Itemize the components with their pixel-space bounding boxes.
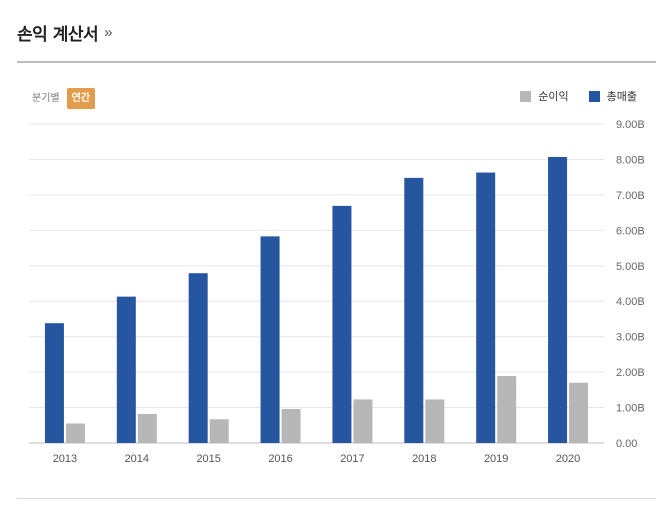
bar-net-income	[137, 413, 157, 443]
bar-revenue	[332, 205, 352, 443]
x-tick-label: 2015	[196, 453, 220, 465]
x-tick-label: 2016	[268, 453, 292, 465]
y-tick-label: 8.00B	[616, 154, 645, 166]
legend-swatch-net-income	[520, 90, 532, 102]
y-tick-label: 2.00B	[616, 367, 645, 379]
bar-revenue	[188, 273, 208, 443]
page-title: 손익 계산서	[17, 24, 99, 45]
legend-item-net-income[interactable]: 순이익	[520, 88, 569, 104]
x-tick-label: 2020	[556, 453, 580, 465]
annual-button[interactable]: 연간	[66, 88, 96, 109]
bar-net-income	[497, 376, 517, 443]
bar-net-income	[425, 399, 445, 443]
bar-net-income	[353, 399, 373, 443]
period-toggle: 분기별 연간	[27, 88, 96, 109]
bar-net-income	[281, 408, 301, 443]
legend-item-revenue[interactable]: 총매출	[588, 88, 637, 104]
header-divider	[17, 61, 656, 63]
bar-net-income	[569, 382, 589, 443]
x-tick-label: 2014	[125, 453, 149, 465]
y-tick-label: 9.00B	[616, 119, 645, 131]
quarterly-button[interactable]: 분기별	[27, 88, 65, 109]
chart-legend: 순이익 총매출	[506, 88, 637, 104]
bar-revenue	[404, 177, 424, 443]
y-tick-label: 5.00B	[616, 261, 645, 273]
bar-revenue	[476, 172, 496, 443]
footer-divider	[17, 498, 656, 499]
x-tick-label: 2019	[484, 453, 508, 465]
bar-revenue	[44, 323, 64, 443]
bar-revenue	[548, 156, 568, 444]
bar-revenue	[260, 236, 280, 443]
legend-label-net-income: 순이익	[538, 90, 569, 103]
y-tick-label: 4.00B	[616, 296, 645, 308]
legend-label-revenue: 총매출	[606, 90, 637, 103]
y-tick-label: 7.00B	[616, 190, 645, 202]
y-tick-label: 3.00B	[616, 332, 645, 344]
x-tick-label: 2018	[412, 453, 436, 465]
x-tick-label: 2013	[53, 453, 77, 465]
more-link[interactable]: »	[104, 23, 113, 41]
bar-net-income	[209, 419, 229, 443]
y-tick-label: 0.00	[616, 438, 637, 450]
legend-swatch-revenue	[588, 90, 600, 102]
y-tick-label: 1.00B	[616, 403, 645, 415]
bar-revenue	[116, 296, 136, 443]
y-tick-label: 6.00B	[616, 225, 645, 237]
header: 손익 계산서 »	[17, 18, 112, 46]
bar-net-income	[65, 423, 85, 443]
x-tick-label: 2017	[340, 453, 364, 465]
